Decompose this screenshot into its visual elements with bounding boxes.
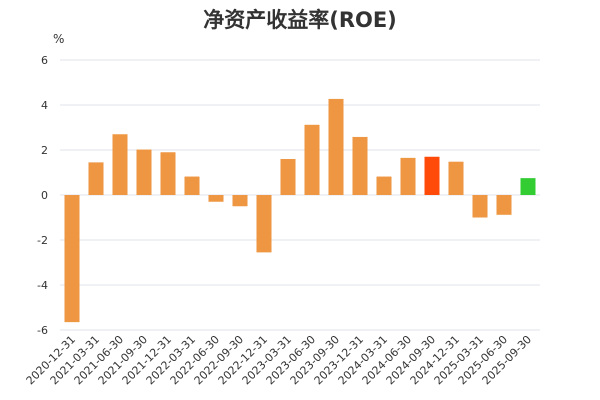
bar-2022-09-30[interactable] [232, 195, 248, 207]
bar-2025-06-30[interactable] [496, 195, 512, 215]
bar-2024-06-30[interactable] [400, 157, 416, 195]
bar-2021-06-30[interactable] [112, 134, 128, 195]
bar-2024-09-30[interactable] [424, 156, 440, 195]
y-tick-label: 6 [41, 54, 48, 67]
bar-2023-06-30[interactable] [304, 124, 320, 195]
bar-2023-09-30[interactable] [328, 98, 344, 195]
bar-2024-03-31[interactable] [376, 176, 392, 195]
chart-title: 净资产收益率(ROE) [203, 8, 397, 32]
y-tick-label: 0 [41, 189, 48, 202]
y-tick-label: -2 [37, 234, 48, 247]
bar-2025-03-31[interactable] [472, 195, 488, 218]
bar-2022-12-31[interactable] [256, 195, 272, 253]
y-unit-label: % [53, 32, 65, 46]
bar-2022-06-30[interactable] [208, 195, 224, 202]
bar-2023-12-31[interactable] [352, 136, 368, 195]
y-tick-label: 2 [41, 144, 48, 157]
y-tick-label: -6 [37, 324, 48, 337]
y-tick-label: -4 [37, 279, 48, 292]
bar-2025-09-30[interactable] [520, 178, 536, 195]
bar-2021-12-31[interactable] [160, 152, 176, 195]
bar-2022-03-31[interactable] [184, 176, 200, 195]
bar-2020-12-31[interactable] [64, 195, 80, 323]
bar-2021-03-31[interactable] [88, 162, 104, 195]
bar-2024-12-31[interactable] [448, 161, 464, 195]
y-tick-label: 4 [41, 99, 48, 112]
bar-2021-09-30[interactable] [136, 149, 152, 195]
bar-2023-03-31[interactable] [280, 159, 296, 195]
